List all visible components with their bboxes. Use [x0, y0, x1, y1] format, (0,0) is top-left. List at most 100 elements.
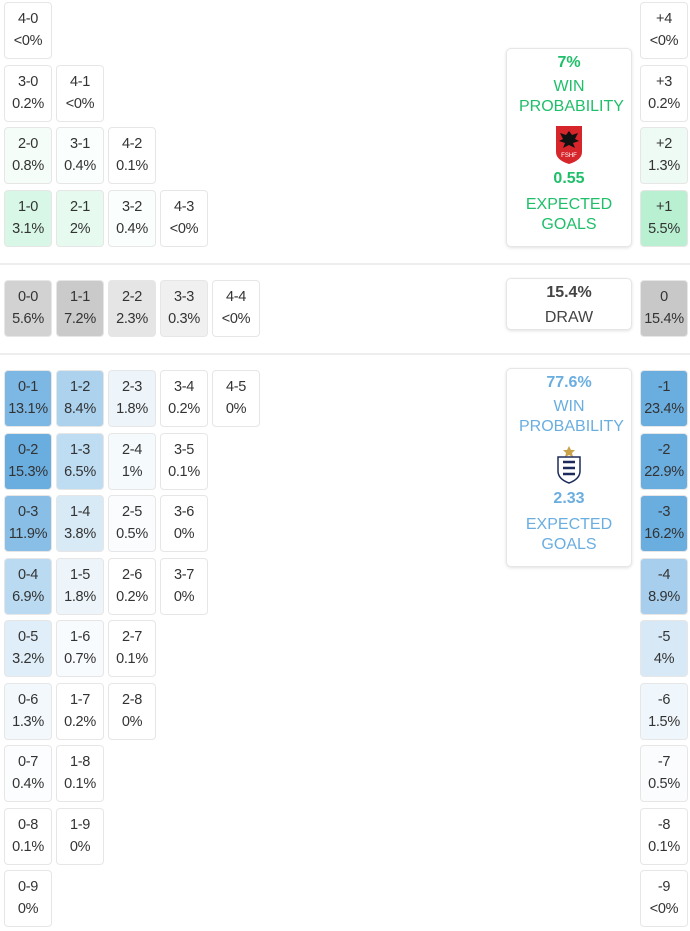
margin-cell: +4 <0% — [640, 2, 688, 59]
home-xg-label: EXPECTED GOALS — [525, 196, 613, 233]
score-label: 4-4 — [225, 289, 247, 305]
probability-value: 0.8% — [12, 158, 44, 174]
probability-value: 5.5% — [648, 221, 680, 237]
away-expected-goals: 2.33 — [553, 490, 585, 507]
score-label: 4-2 — [121, 136, 143, 152]
margin-cell: -5 4% — [640, 620, 688, 677]
probability-value: 0% — [225, 401, 247, 417]
score-label: 1-3 — [69, 442, 91, 458]
score-label: 0-5 — [17, 629, 39, 645]
probability-value: 0.3% — [168, 311, 200, 327]
score-label: 2-5 — [121, 504, 143, 520]
score-label: 0 — [660, 289, 668, 305]
probability-value: 0.1% — [12, 839, 44, 855]
probability-value: 0.1% — [648, 839, 680, 855]
scoreline-cell: 3-1 0.4% — [56, 127, 104, 184]
home-expected-goals: 0.55 — [553, 170, 585, 187]
probability-value: <0% — [65, 96, 95, 112]
scoreline-cell: 0-7 0.4% — [4, 745, 52, 802]
probability-value: 1.3% — [648, 158, 680, 174]
scoreline-cell: 1-7 0.2% — [56, 683, 104, 740]
score-label: 3-5 — [173, 442, 195, 458]
divider — [0, 263, 690, 265]
score-label: 0-1 — [17, 379, 39, 395]
scoreline-cell: 1-5 1.8% — [56, 558, 104, 615]
scoreline-cell: 2-6 0.2% — [108, 558, 156, 615]
probability-value: 11.9% — [8, 526, 48, 542]
margin-cell: +1 5.5% — [640, 190, 688, 247]
scoreline-cell: 4-3 <0% — [160, 190, 208, 247]
score-label: 2-4 — [121, 442, 143, 458]
probability-value: 3.2% — [12, 651, 44, 667]
score-label: 0-7 — [17, 754, 39, 770]
margin-cell: 0 15.4% — [640, 280, 688, 337]
scoreline-cell: 0-4 6.9% — [4, 558, 52, 615]
home-win-probability: 7% — [557, 54, 581, 71]
score-label: 3-2 — [121, 199, 143, 215]
probability-value: 0.1% — [116, 158, 148, 174]
margin-cell: +2 1.3% — [640, 127, 688, 184]
scoreline-cell: 2-3 1.8% — [108, 370, 156, 427]
score-label: 2-0 — [17, 136, 39, 152]
scoreline-cell: 0-0 5.6% — [4, 280, 52, 337]
score-label: -2 — [657, 442, 671, 458]
score-label: 2-7 — [121, 629, 143, 645]
scoreline-cell: 0-3 11.9% — [4, 495, 52, 552]
score-label: 1-2 — [69, 379, 91, 395]
probability-value: 1.3% — [12, 714, 44, 730]
margin-cell: -1 23.4% — [640, 370, 688, 427]
scoreline-cell: 2-5 0.5% — [108, 495, 156, 552]
scoreline-cell: 3-4 0.2% — [160, 370, 208, 427]
scoreline-cell: 1-2 8.4% — [56, 370, 104, 427]
scoreline-cell: 2-4 1% — [108, 433, 156, 490]
away-xg-label: EXPECTED GOALS — [525, 516, 613, 553]
score-label: 0-2 — [17, 442, 39, 458]
probability-value: <0% — [13, 33, 43, 49]
probability-value: 0.4% — [116, 221, 148, 237]
score-label: 0-0 — [17, 289, 39, 305]
draw-summary-card: 15.4% DRAW — [506, 278, 632, 330]
scoreline-cell: 4-4 <0% — [212, 280, 260, 337]
probability-value: 3.8% — [64, 526, 96, 542]
probability-value: 8.4% — [64, 401, 96, 417]
probability-value: 23.4% — [644, 401, 684, 417]
score-label: 0-9 — [17, 879, 39, 895]
score-label: 2-3 — [121, 379, 143, 395]
scoreline-cell: 0-9 0% — [4, 870, 52, 927]
score-label: -6 — [657, 692, 671, 708]
score-label: 3-3 — [173, 289, 195, 305]
margin-cell: -8 0.1% — [640, 808, 688, 865]
score-label: 2-6 — [121, 567, 143, 583]
probability-value: 16.2% — [644, 526, 684, 542]
score-label: 1-6 — [69, 629, 91, 645]
score-label: 1-8 — [69, 754, 91, 770]
probability-value: 15.4% — [644, 311, 684, 327]
scoreline-cell: 1-3 6.5% — [56, 433, 104, 490]
probability-value: 6.5% — [64, 464, 96, 480]
scoreline-cell: 1-9 0% — [56, 808, 104, 865]
probability-value: <0% — [169, 221, 199, 237]
home-win-label: WIN PROBABILITY — [519, 78, 624, 115]
scoreline-cell: 0-1 13.1% — [4, 370, 52, 427]
home-summary-card: 7% WIN PROBABILITY FSHF 0.55 EXPECTED GO… — [506, 48, 632, 247]
probability-value: 0.1% — [116, 651, 148, 667]
scoreline-cell: 2-7 0.1% — [108, 620, 156, 677]
scoreline-cell: 1-8 0.1% — [56, 745, 104, 802]
score-label: 1-4 — [69, 504, 91, 520]
scoreline-cell: 3-7 0% — [160, 558, 208, 615]
probability-value: 7.2% — [64, 311, 96, 327]
probability-value: 1.8% — [64, 589, 96, 605]
scoreline-cell: 4-0 <0% — [4, 2, 52, 59]
scoreline-cell: 2-8 0% — [108, 683, 156, 740]
probability-value: 0.2% — [116, 589, 148, 605]
score-label: 2-2 — [121, 289, 143, 305]
divider — [0, 353, 690, 355]
score-label: -4 — [657, 567, 671, 583]
scoreline-cell: 2-1 2% — [56, 190, 104, 247]
score-label: -1 — [657, 379, 671, 395]
score-label: 3-6 — [173, 504, 195, 520]
scoreline-cell: 3-3 0.3% — [160, 280, 208, 337]
score-label: -7 — [657, 754, 671, 770]
probability-value: 1.8% — [116, 401, 148, 417]
score-label: -8 — [657, 817, 671, 833]
